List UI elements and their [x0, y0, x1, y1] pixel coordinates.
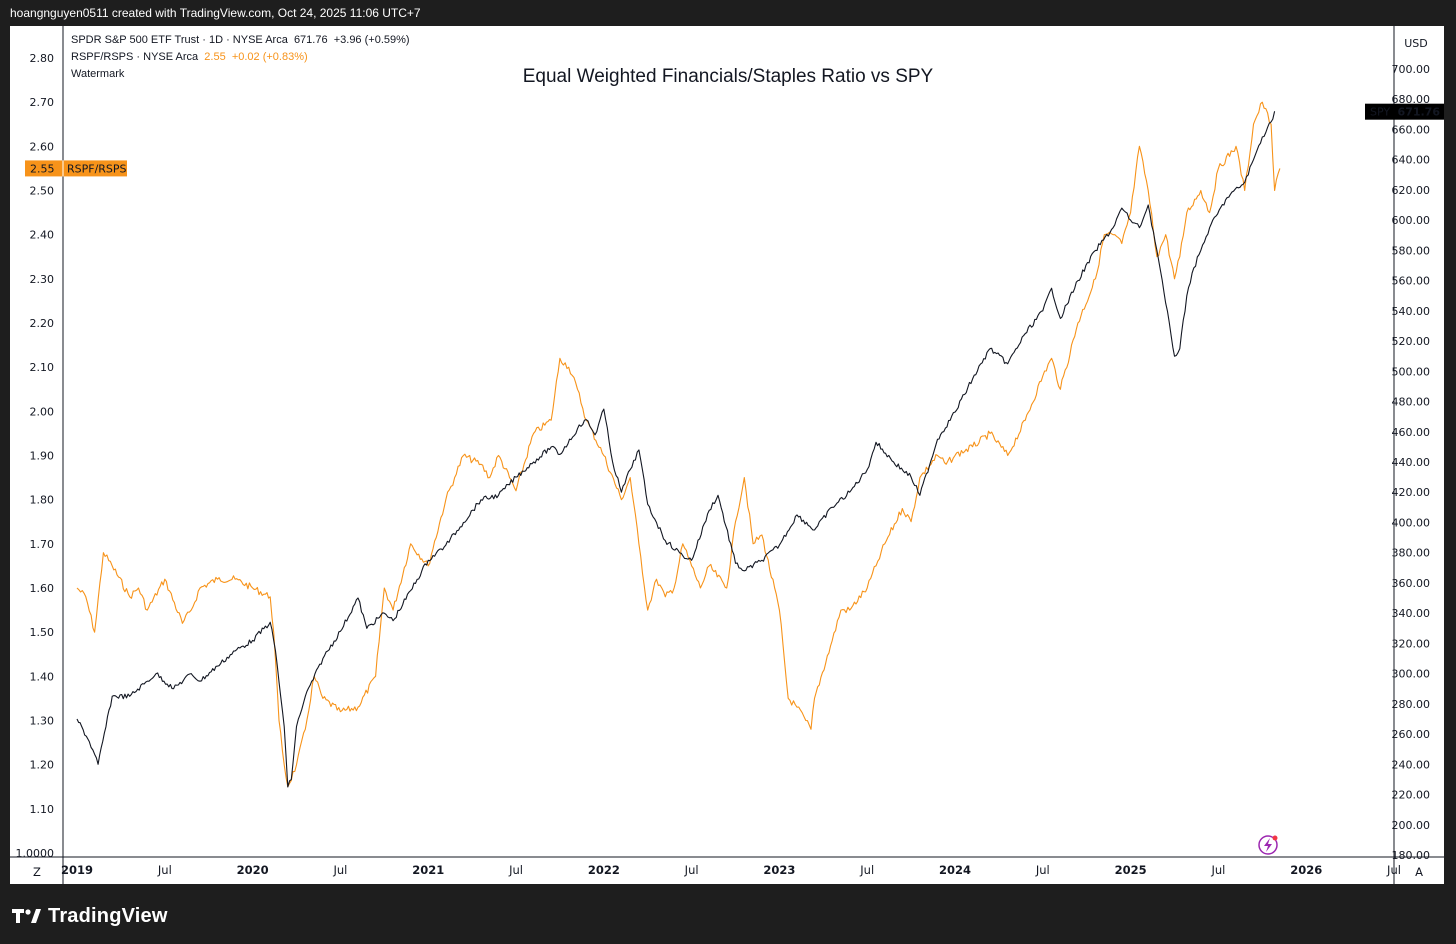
right-tick-label: 360.00 — [1392, 577, 1431, 590]
right-tick-label: 520.00 — [1392, 335, 1431, 348]
right-tick-label: 580.00 — [1392, 244, 1431, 257]
footer-bar — [0, 884, 1456, 944]
x-tick-label: 2025 — [1115, 863, 1147, 877]
spy-badge-name: SPY — [1370, 106, 1390, 119]
spy-price-badge — [1365, 103, 1444, 120]
left-tick-label: 2.50 — [30, 185, 55, 198]
time-axis[interactable]: 2019 Jul 2020 Jul 2021 Jul 2022 Jul 2023 Jul 2024 J… — [10, 856, 1444, 879]
right-tick-label: 420.00 — [1392, 486, 1431, 499]
currency-label[interactable]: USD — [1404, 37, 1428, 50]
right-tick-label: 200.00 — [1392, 819, 1431, 832]
x-tick-label: Jul — [1386, 863, 1401, 877]
left-tick-label: 2.40 — [30, 229, 55, 242]
legend-spy-name: SPDR S&P 500 ETF Trust · 1D · NYSE Arca — [71, 34, 288, 46]
x-tick-label: Jul — [332, 863, 347, 877]
right-tick-label: 340.00 — [1392, 607, 1431, 620]
left-tick-label: 2.10 — [30, 361, 55, 374]
left-price-axis[interactable]: 2.80 2.70 2.60 2.50 2.40 2.30 2.20 2.10 2.00 1.90… — [16, 26, 64, 884]
left-tick-label: 1.0000 — [16, 847, 55, 860]
left-tick-label: 2.80 — [30, 52, 55, 65]
legend-spy-price: 671.76 — [293, 34, 328, 46]
x-tick-label: 2019 — [61, 863, 93, 877]
left-tick-label: 1.80 — [30, 494, 55, 507]
left-tick-label: 2.30 — [30, 273, 55, 286]
left-tick-label: 1.60 — [30, 582, 55, 595]
series-line-spy[interactable] — [76, 111, 1276, 788]
legend-ratio-price: 2.55 — [204, 51, 226, 63]
legend-ratio-name: RSPF/RSPS · NYSE Arca — [71, 51, 199, 63]
legend-spy[interactable]: SPDR S&P 500 ETF Trust · 1D · NYSE Arca … — [71, 34, 410, 46]
right-tick-label: 220.00 — [1392, 789, 1431, 802]
right-tick-label: 480.00 — [1392, 396, 1431, 409]
left-tick-label: 1.30 — [30, 715, 55, 728]
chart-title: Equal Weighted Financials/Staples Ratio … — [522, 66, 934, 87]
right-tick-label: 380.00 — [1392, 547, 1431, 560]
brand-name: TradingView — [48, 904, 168, 927]
x-tick-label: Jul — [508, 863, 523, 877]
right-tick-label: 500.00 — [1392, 365, 1431, 378]
lightning-icon[interactable] — [1258, 835, 1278, 855]
right-tick-label: 400.00 — [1392, 516, 1431, 529]
legend-watermark-label: Watermark — [71, 68, 125, 80]
right-tick-label: 540.00 — [1392, 305, 1431, 318]
x-tick-label: 2020 — [237, 863, 269, 877]
right-tick-label: 660.00 — [1392, 123, 1431, 136]
left-tick-label: 2.60 — [30, 140, 55, 153]
x-tick-label: Jul — [157, 863, 172, 877]
right-tick-label: 260.00 — [1392, 728, 1431, 741]
badge-layer: SPY 671.76 2.55 RSPF/RSPS — [25, 103, 1444, 855]
right-tick-label: 240.00 — [1392, 758, 1431, 771]
right-tick-label: 320.00 — [1392, 637, 1431, 650]
tradingview-logo[interactable]: TradingView — [12, 901, 168, 931]
spy-badge-value: 671.76 — [1398, 106, 1441, 119]
series-layer — [76, 101, 1281, 788]
tradingview-logo-icon — [12, 909, 41, 923]
left-tick-label: 2.20 — [30, 317, 55, 330]
legend-watermark[interactable]: Watermark — [71, 68, 124, 80]
left-tick-label: 1.90 — [30, 450, 55, 463]
legend-spy-change: +3.96 (+0.59%) — [333, 34, 410, 46]
right-tick-label: 440.00 — [1392, 456, 1431, 469]
chart-svg[interactable]: 2.80 2.70 2.60 2.50 2.40 2.30 2.20 2.10 2.00 1.90… — [10, 26, 1444, 884]
x-tick-label: 2022 — [588, 863, 620, 877]
x-tick-label: 2021 — [412, 863, 444, 877]
x-tick-label: Jul — [859, 863, 874, 877]
author-bar: hoangnguyen0511 created with TradingView… — [0, 0, 1456, 26]
left-tick-label: 1.40 — [30, 670, 55, 683]
zoom-corner-label[interactable]: Z — [33, 865, 41, 879]
right-tick-label: 460.00 — [1392, 426, 1431, 439]
x-tick-label: Jul — [1035, 863, 1050, 877]
right-tick-label: 180.00 — [1392, 849, 1431, 862]
auto-scale-label[interactable]: A — [1415, 865, 1423, 879]
author-line: hoangnguyen0511 created with TradingView… — [10, 6, 421, 20]
chart-frame[interactable]: 2.80 2.70 2.60 2.50 2.40 2.30 2.20 2.10 2.00 1.90… — [10, 26, 1444, 884]
ratio-price-badge — [25, 160, 127, 177]
ratio-badge-name: RSPF/RSPS — [67, 162, 127, 175]
x-tick-label: 2024 — [939, 863, 971, 877]
ratio-badge-value: 2.55 — [30, 162, 55, 175]
left-tick-label: 2.00 — [30, 405, 55, 418]
x-tick-label: Jul — [684, 863, 699, 877]
right-tick-label: 640.00 — [1392, 154, 1431, 167]
right-tick-label: 280.00 — [1392, 698, 1431, 711]
right-tick-label: 700.00 — [1392, 63, 1431, 76]
right-tick-label: 300.00 — [1392, 668, 1431, 681]
series-line-rspf-rsps[interactable] — [76, 101, 1281, 788]
left-tick-label: 1.10 — [30, 803, 55, 816]
right-tick-label: 600.00 — [1392, 214, 1431, 227]
left-tick-label: 2.70 — [30, 96, 55, 109]
legend-ratio-change: +0.02 (+0.83%) — [231, 51, 308, 63]
left-tick-label: 1.20 — [30, 759, 55, 772]
legend-ratio[interactable]: RSPF/RSPS · NYSE Arca 2.55 +0.02 (+0.83%… — [71, 51, 308, 63]
x-tick-label: 2026 — [1290, 863, 1322, 877]
left-tick-label: 1.70 — [30, 538, 55, 551]
right-tick-label: 560.00 — [1392, 275, 1431, 288]
x-tick-label: Jul — [1210, 863, 1225, 877]
right-price-axis[interactable]: 700.00 680.00 660.00 640.00 620.00 600.00 580.… — [1392, 26, 1431, 884]
right-tick-label: 620.00 — [1392, 184, 1431, 197]
right-tick-label: 680.00 — [1392, 93, 1431, 106]
left-tick-label: 1.50 — [30, 626, 55, 639]
x-tick-label: 2023 — [763, 863, 795, 877]
